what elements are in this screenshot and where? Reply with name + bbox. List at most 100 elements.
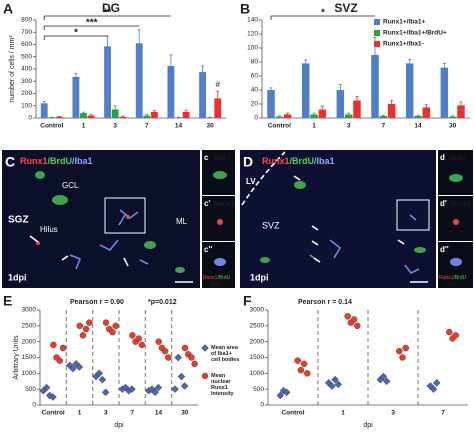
y-tick-label: 600 bbox=[21, 41, 32, 48]
y-tick-label: 200 bbox=[21, 90, 32, 97]
panel-letter: C bbox=[5, 154, 15, 170]
x-tick-label: 7 bbox=[145, 123, 149, 130]
bar bbox=[48, 117, 56, 118]
panel-letter: A bbox=[3, 1, 13, 17]
point bbox=[75, 363, 84, 371]
bar bbox=[448, 116, 457, 118]
bar bbox=[199, 72, 206, 118]
point bbox=[151, 388, 159, 397]
significance-label: ** bbox=[104, 8, 112, 19]
point bbox=[42, 383, 51, 392]
chart-title: SVZ bbox=[334, 1, 357, 15]
legend-swatch bbox=[374, 19, 380, 25]
y-tick-label: 0 bbox=[260, 402, 264, 409]
y-tick-label: 60 bbox=[251, 73, 259, 80]
significance-label: * bbox=[321, 8, 325, 19]
y-tick-label: 700 bbox=[21, 29, 32, 36]
y-tick-label: 500 bbox=[253, 386, 264, 393]
y-tick-label: 2500 bbox=[22, 323, 37, 330]
statistic: Pearson r = 0.90 bbox=[70, 299, 124, 306]
bar bbox=[143, 115, 151, 118]
y-tick-label: 0 bbox=[254, 115, 258, 122]
image-d bbox=[240, 150, 436, 288]
point bbox=[297, 366, 305, 374]
point bbox=[50, 341, 57, 349]
time-label: 1dpi bbox=[8, 272, 27, 282]
y-tick-label: 500 bbox=[25, 386, 36, 393]
point bbox=[98, 375, 107, 384]
point bbox=[334, 380, 343, 389]
y-tick-label: 1500 bbox=[250, 354, 265, 361]
x-tick-label: 1 bbox=[341, 410, 345, 417]
bar bbox=[87, 115, 95, 118]
point bbox=[181, 344, 189, 352]
bar bbox=[405, 63, 414, 118]
point bbox=[135, 335, 142, 342]
bar bbox=[301, 63, 310, 118]
micrograph-d: D Runx1/BrdU/Iba1 LV SVZ 1dpi d BrdU d' … bbox=[240, 150, 473, 288]
point bbox=[328, 382, 336, 390]
y-tick-label: 500 bbox=[21, 53, 32, 60]
point bbox=[429, 385, 438, 393]
point bbox=[79, 332, 87, 339]
panel-letter: E bbox=[3, 293, 12, 309]
point bbox=[86, 319, 93, 326]
y-tick-label: 800 bbox=[21, 17, 32, 24]
point bbox=[82, 325, 90, 333]
bar bbox=[414, 115, 422, 118]
x-tick-label: 3 bbox=[347, 123, 351, 130]
legend-label: Runx1+/Iba1+ bbox=[383, 19, 425, 26]
point bbox=[69, 364, 77, 373]
chart-title: DG bbox=[102, 1, 120, 15]
x-axis-label: dpi bbox=[114, 422, 124, 429]
bar bbox=[206, 117, 214, 118]
point bbox=[379, 372, 388, 381]
y-tick-label: 3000 bbox=[22, 307, 37, 314]
inset-letter: d'' bbox=[440, 245, 449, 254]
y-tick-label: 0 bbox=[32, 402, 36, 409]
point bbox=[102, 319, 110, 326]
point bbox=[174, 353, 183, 362]
x-tick-label: 7 bbox=[130, 410, 134, 417]
inset-letter: c' bbox=[204, 199, 210, 208]
inset-letter: d bbox=[440, 153, 445, 162]
bar bbox=[440, 67, 449, 118]
inset-stain: BrdU bbox=[214, 155, 230, 162]
y-axis-label: number of cells / mm² bbox=[9, 35, 16, 103]
bar bbox=[267, 90, 275, 118]
point bbox=[304, 370, 311, 377]
bar bbox=[344, 114, 353, 118]
point bbox=[59, 344, 67, 352]
point bbox=[188, 354, 195, 361]
inset-stain: Runx1 bbox=[214, 201, 234, 208]
point bbox=[128, 385, 136, 393]
point bbox=[112, 322, 119, 330]
bar bbox=[387, 104, 396, 118]
x-tick-label: Control bbox=[40, 123, 63, 130]
stain-label: Runx1/BrdU/Iba1 bbox=[262, 156, 335, 166]
y-tick-label: 1000 bbox=[22, 370, 37, 377]
significance-label: # bbox=[216, 80, 221, 89]
x-tick-label: Control bbox=[42, 410, 65, 417]
point bbox=[154, 383, 163, 392]
significance-label: *** bbox=[86, 18, 98, 29]
x-tick-label: 14 bbox=[155, 410, 163, 417]
bar bbox=[167, 65, 175, 118]
bar bbox=[111, 109, 119, 118]
y-tick-label: 80 bbox=[251, 59, 259, 66]
region-label: LV bbox=[246, 177, 256, 186]
x-tick-label: 30 bbox=[449, 123, 457, 130]
point bbox=[56, 357, 63, 364]
point bbox=[402, 344, 409, 352]
y-tick-label: 100 bbox=[21, 102, 32, 109]
x-tick-label: Control bbox=[268, 123, 291, 130]
significance-label: * bbox=[74, 28, 78, 39]
bar bbox=[457, 105, 465, 118]
point bbox=[432, 379, 441, 387]
y-tick-label: 1000 bbox=[250, 370, 265, 377]
y-tick-label: 0 bbox=[28, 115, 32, 122]
region-label: SVZ bbox=[262, 220, 280, 230]
bar bbox=[175, 117, 182, 118]
panel-letter: B bbox=[240, 1, 250, 17]
